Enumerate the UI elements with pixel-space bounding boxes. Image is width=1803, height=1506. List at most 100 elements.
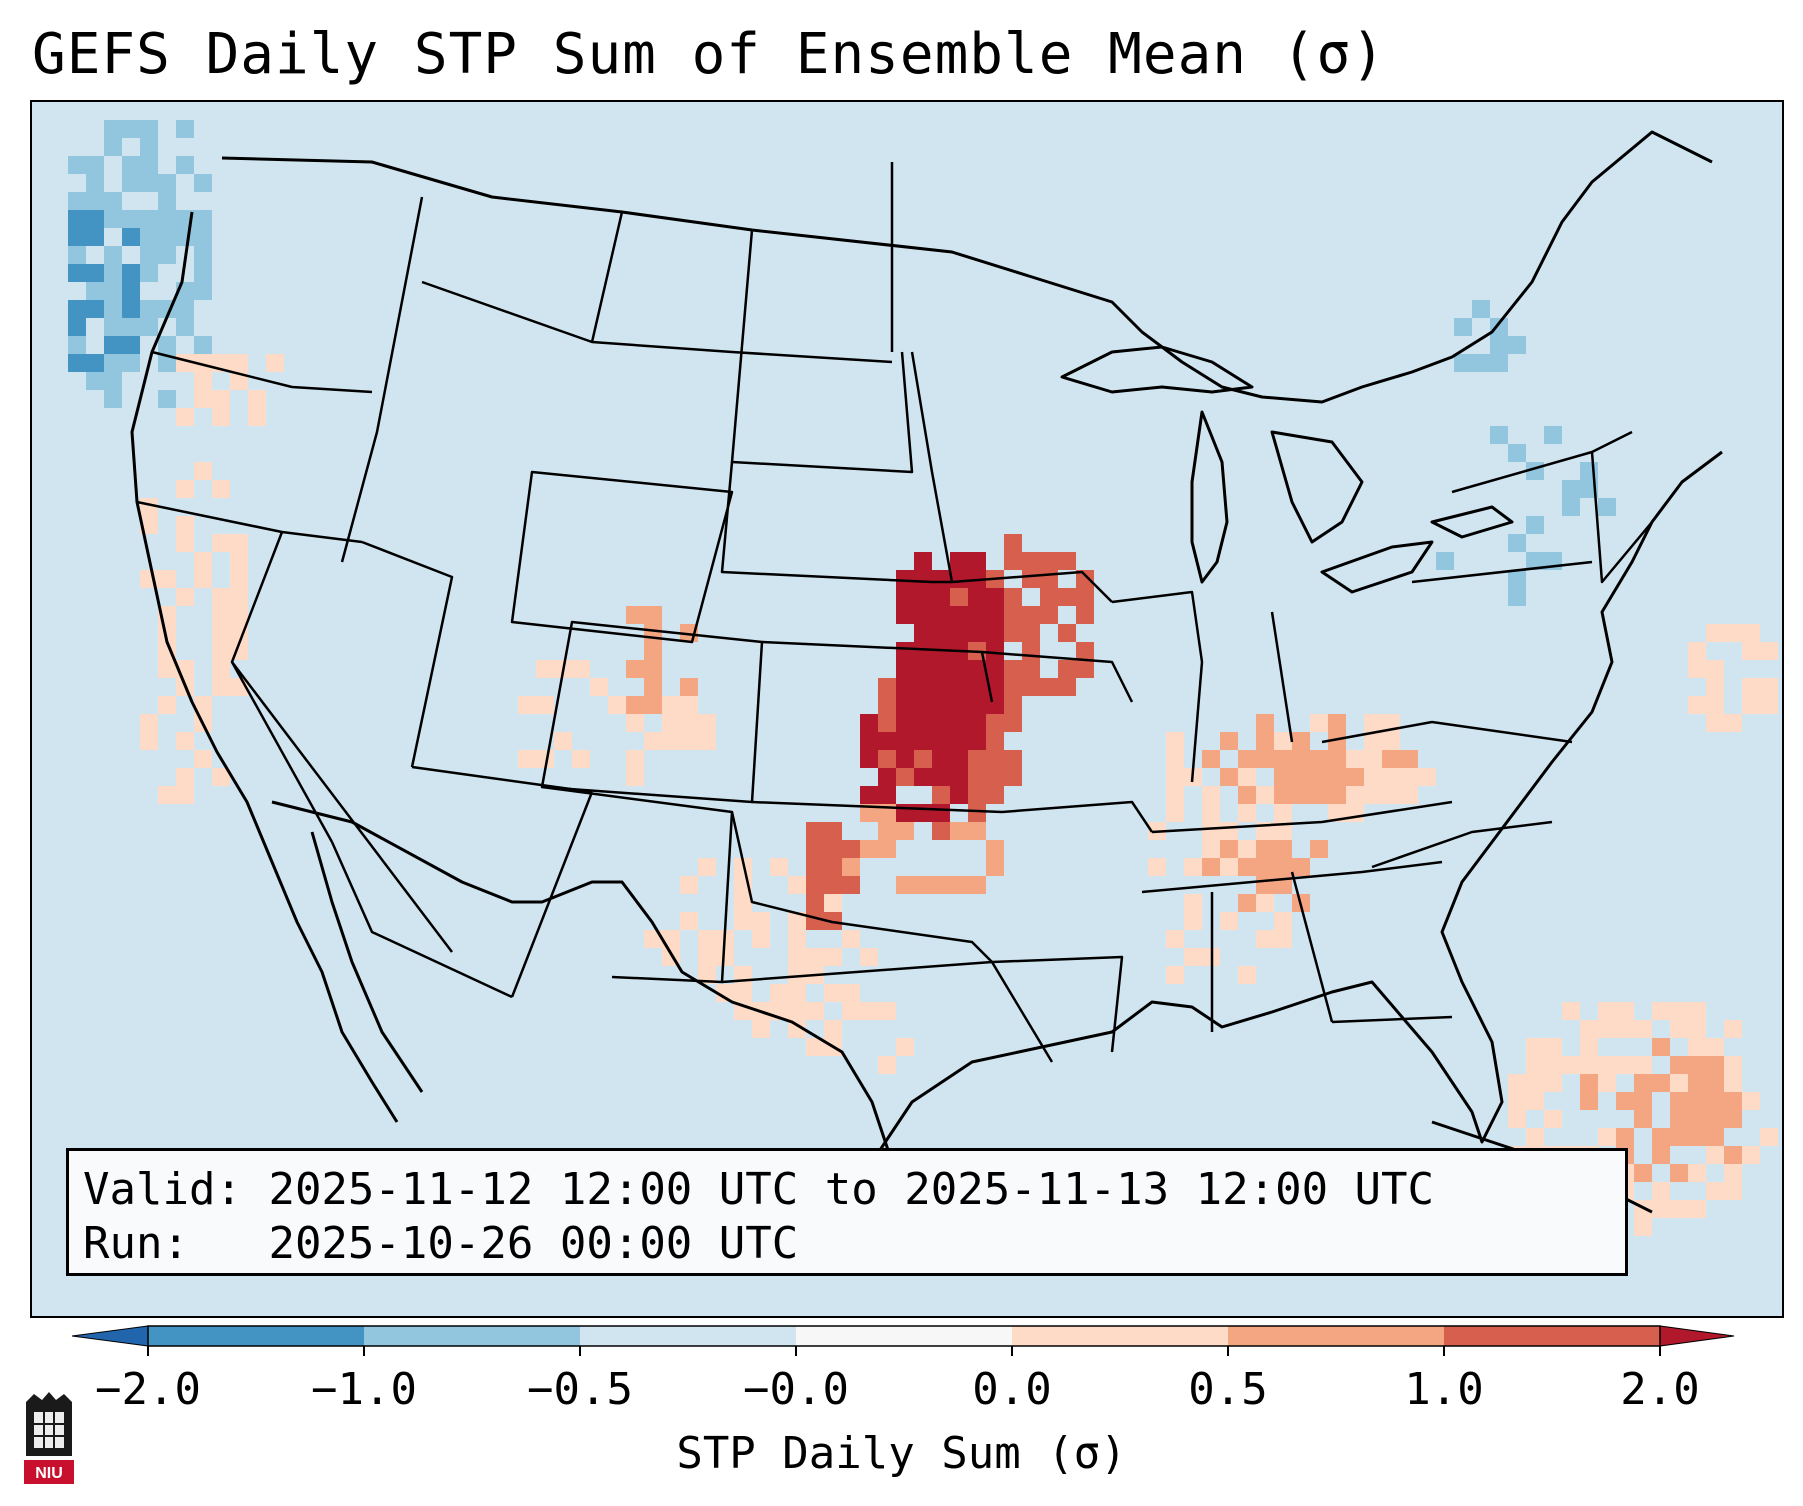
stp-cell	[104, 390, 122, 408]
stp-cell	[1688, 1074, 1706, 1092]
run-label: Run:	[83, 1218, 189, 1269]
stp-cell	[1670, 1128, 1688, 1146]
stp-cell	[1724, 714, 1742, 732]
stp-cell	[122, 300, 140, 318]
stp-cell	[626, 750, 644, 768]
tn-ms-line	[1141, 860, 1443, 894]
stp-cell	[734, 912, 752, 930]
stp-cell	[1652, 1200, 1670, 1218]
stp-cell	[1580, 1038, 1598, 1056]
stp-cell	[122, 174, 140, 192]
id-line	[340, 196, 424, 563]
stp-cell	[536, 750, 554, 768]
stp-cell	[878, 822, 896, 840]
stp-cell	[986, 858, 1004, 876]
stp-cell	[1526, 1092, 1544, 1110]
stp-cell	[1508, 570, 1526, 588]
stp-cell	[1526, 1128, 1544, 1146]
nm-line	[541, 785, 734, 984]
stp-cell	[896, 642, 914, 660]
ia-mo-line	[981, 650, 1134, 703]
stp-cell	[968, 678, 986, 696]
stp-cell	[536, 660, 554, 678]
stp-cell	[1670, 1002, 1688, 1020]
stp-cell	[878, 1002, 896, 1020]
stp-cell	[914, 750, 932, 768]
stp-cell	[1166, 966, 1184, 984]
stp-cell	[1742, 678, 1760, 696]
stp-cell	[1706, 678, 1724, 696]
stp-cell	[1310, 840, 1328, 858]
stp-cell	[1292, 750, 1310, 768]
stp-cell	[1508, 534, 1526, 552]
stp-cell	[770, 984, 788, 1002]
stp-cell	[842, 876, 860, 894]
stp-cell	[878, 696, 896, 714]
stp-cell	[230, 534, 248, 552]
stp-cell	[68, 336, 86, 354]
stp-cell	[1724, 1164, 1742, 1182]
mn-line	[910, 351, 1113, 603]
colorbar-tick-label: 1.0	[1404, 1364, 1484, 1415]
stp-cell	[680, 732, 698, 750]
stp-cell	[212, 624, 230, 642]
stp-cell	[68, 318, 86, 336]
stp-cell	[878, 714, 896, 732]
stp-cell	[1274, 912, 1292, 930]
stp-cell	[860, 786, 878, 804]
stp-cell	[1436, 552, 1454, 570]
stp-cell	[212, 606, 230, 624]
stp-cell	[1220, 768, 1238, 786]
stp-cell	[158, 624, 176, 642]
stp-cell	[104, 336, 122, 354]
stp-cell	[860, 948, 878, 966]
colorbar-bin	[364, 1326, 580, 1346]
stp-cell	[1166, 930, 1184, 948]
stp-cell	[212, 408, 230, 426]
stp-cell	[104, 210, 122, 228]
stp-cell	[914, 606, 932, 624]
stp-cell	[1598, 1020, 1616, 1038]
stp-cell	[194, 174, 212, 192]
stp-cell	[554, 732, 572, 750]
stp-cell	[986, 840, 1004, 858]
stp-cell	[1598, 1074, 1616, 1092]
stp-cell	[1670, 1056, 1688, 1074]
stp-cell	[626, 714, 644, 732]
stp-cell	[788, 930, 806, 948]
stp-cell	[194, 336, 212, 354]
stp-cell	[824, 876, 842, 894]
stp-cell	[1688, 1200, 1706, 1218]
stp-cell	[878, 1056, 896, 1074]
stp-cell	[896, 570, 914, 588]
stp-cell	[86, 264, 104, 282]
stp-cell	[1166, 750, 1184, 768]
stp-cell	[1382, 750, 1400, 768]
stp-cell	[1364, 768, 1382, 786]
stp-cell	[1760, 1128, 1778, 1146]
stp-cell	[1598, 1002, 1616, 1020]
stp-cell	[788, 1020, 806, 1038]
colorbar-frame	[147, 1325, 1661, 1347]
baja-peninsula	[310, 831, 424, 1093]
stp-cell	[104, 264, 122, 282]
stp-cell	[140, 228, 158, 246]
stp-cell	[176, 480, 194, 498]
stp-cell	[1076, 570, 1094, 588]
lake-erie	[1320, 540, 1434, 594]
stp-cell	[1742, 624, 1760, 642]
stp-cell	[1670, 1092, 1688, 1110]
stp-cell	[680, 876, 698, 894]
stp-cell	[1598, 498, 1616, 516]
stp-cell	[968, 588, 986, 606]
stp-cell	[716, 948, 734, 966]
stp-cell	[248, 390, 266, 408]
stp-cell	[968, 822, 986, 840]
stp-cell	[1706, 660, 1724, 678]
stp-cell	[1202, 804, 1220, 822]
stp-cell	[1274, 804, 1292, 822]
stp-cell	[1256, 840, 1274, 858]
stp-cell	[1004, 588, 1022, 606]
stp-cell	[806, 1038, 824, 1056]
stp-cell	[122, 354, 140, 372]
